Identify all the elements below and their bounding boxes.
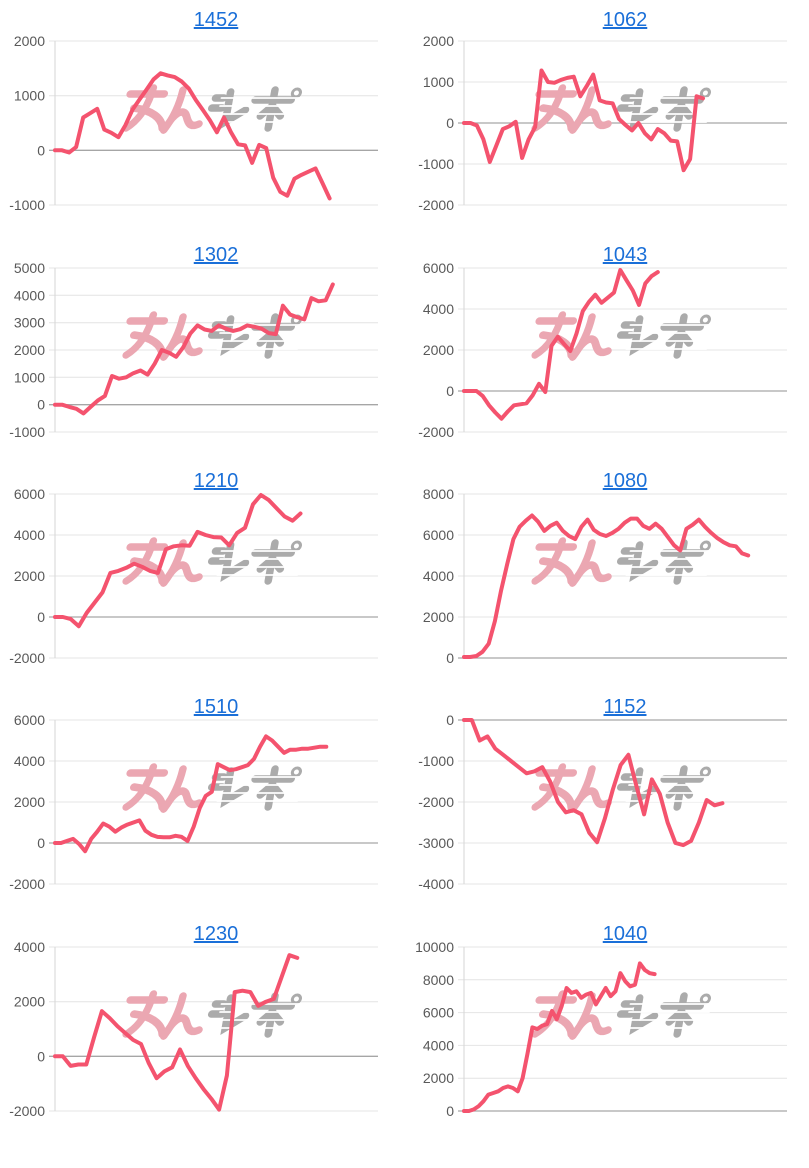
svg-text:-3000: -3000 xyxy=(418,835,454,851)
charts-grid: 1452 2000 1000 0 -1000 1062 2000 1000 0 -1000 -… xyxy=(0,0,809,1125)
svg-text:6000: 6000 xyxy=(423,527,454,543)
svg-text:-1000: -1000 xyxy=(9,424,45,440)
svg-text:2000: 2000 xyxy=(14,794,45,810)
watermark xyxy=(122,84,303,134)
machine-chart-cell: 1043 6000 4000 2000 0 -2000 xyxy=(409,227,809,453)
svg-text:2000: 2000 xyxy=(14,33,45,49)
svg-text:-1000: -1000 xyxy=(9,197,45,213)
chart-title-row: 1230 xyxy=(0,922,400,948)
svg-text:-2000: -2000 xyxy=(418,197,454,213)
watermark xyxy=(122,311,303,361)
chart-title-row: 1080 xyxy=(409,469,809,495)
svg-text:0: 0 xyxy=(37,1048,45,1064)
svg-text:4000: 4000 xyxy=(423,301,454,317)
svg-text:2000: 2000 xyxy=(423,1070,454,1086)
svg-text:-1000: -1000 xyxy=(418,753,454,769)
machine-number-link[interactable]: 1230 xyxy=(193,923,239,945)
svg-text:0: 0 xyxy=(446,650,454,666)
svg-text:-1000: -1000 xyxy=(418,156,454,172)
machine-number-link[interactable]: 1510 xyxy=(193,696,239,718)
watermark xyxy=(531,537,712,587)
svg-text:2000: 2000 xyxy=(423,342,454,358)
machine-chart-cell: 1040 10000 8000 6000 4000 2000 0 xyxy=(409,906,809,1125)
machine-chart-cell: 1302 5000 4000 3000 2000 1000 0 -1000 xyxy=(0,227,400,453)
machine-number-link[interactable]: 1302 xyxy=(193,244,239,266)
chart-title-row: 1062 xyxy=(409,8,809,34)
svg-text:2000: 2000 xyxy=(14,568,45,584)
watermark xyxy=(531,990,712,1040)
machine-chart-cell: 1230 4000 2000 0 -2000 xyxy=(0,906,400,1125)
svg-text:3000: 3000 xyxy=(14,315,45,331)
watermark xyxy=(531,763,712,813)
svg-text:1000: 1000 xyxy=(14,88,45,104)
svg-text:8000: 8000 xyxy=(423,972,454,988)
chart-title-row: 1043 xyxy=(409,243,809,269)
chart-title-row: 1152 xyxy=(409,695,809,721)
svg-text:0: 0 xyxy=(446,1103,454,1119)
svg-text:1000: 1000 xyxy=(423,74,454,90)
chart-title-row: 1452 xyxy=(0,8,400,34)
svg-text:-2000: -2000 xyxy=(9,650,45,666)
chart-title-row: 1210 xyxy=(0,469,400,495)
svg-text:-2000: -2000 xyxy=(9,1103,45,1119)
svg-text:-4000: -4000 xyxy=(418,876,454,892)
watermark xyxy=(122,537,303,587)
machine-number-link[interactable]: 1452 xyxy=(193,9,239,31)
watermark xyxy=(122,990,303,1040)
svg-text:0: 0 xyxy=(37,609,45,625)
svg-text:0: 0 xyxy=(446,383,454,399)
svg-text:-2000: -2000 xyxy=(9,876,45,892)
svg-text:0: 0 xyxy=(446,115,454,131)
svg-text:2000: 2000 xyxy=(423,609,454,625)
svg-text:2000: 2000 xyxy=(14,994,45,1010)
chart-title-row: 1510 xyxy=(0,695,400,721)
machine-chart-cell: 1510 6000 4000 2000 0 -2000 xyxy=(0,679,400,906)
svg-text:2000: 2000 xyxy=(14,342,45,358)
svg-text:2000: 2000 xyxy=(423,33,454,49)
svg-text:1000: 1000 xyxy=(14,369,45,385)
chart-title-row: 1302 xyxy=(0,243,400,269)
svg-text:4000: 4000 xyxy=(14,527,45,543)
machine-chart-cell: 1062 2000 1000 0 -1000 -2000 xyxy=(409,0,809,227)
machine-number-link[interactable]: 1152 xyxy=(603,696,647,718)
machine-chart-cell: 1080 8000 6000 4000 2000 0 xyxy=(409,453,809,679)
svg-text:4000: 4000 xyxy=(14,753,45,769)
machine-chart-cell: 1452 2000 1000 0 -1000 xyxy=(0,0,400,227)
slump-graph: 2000 1000 0 -1000 -2000 xyxy=(418,33,787,213)
svg-text:0: 0 xyxy=(37,142,45,158)
machine-number-link[interactable]: 1043 xyxy=(602,244,648,266)
machine-number-link[interactable]: 1210 xyxy=(193,470,239,492)
machine-chart-cell: 1210 6000 4000 2000 0 -2000 xyxy=(0,453,400,679)
svg-text:4000: 4000 xyxy=(14,287,45,303)
svg-text:0: 0 xyxy=(37,397,45,413)
watermark xyxy=(122,763,303,813)
svg-text:0: 0 xyxy=(37,835,45,851)
svg-text:-2000: -2000 xyxy=(418,794,454,810)
slump-graph: 2000 1000 0 -1000 xyxy=(9,33,378,213)
machine-number-link[interactable]: 1040 xyxy=(602,923,648,945)
chart-title-row: 1040 xyxy=(409,922,809,948)
machine-number-link[interactable]: 1080 xyxy=(602,470,648,492)
machine-number-link[interactable]: 1062 xyxy=(602,9,648,31)
watermark xyxy=(531,84,712,134)
svg-text:4000: 4000 xyxy=(423,1037,454,1053)
watermark xyxy=(531,311,712,361)
svg-text:-2000: -2000 xyxy=(418,424,454,440)
svg-text:6000: 6000 xyxy=(423,1005,454,1021)
svg-text:4000: 4000 xyxy=(423,568,454,584)
machine-chart-cell: 1152 0 -1000 -2000 -3000 -4000 xyxy=(409,679,809,906)
